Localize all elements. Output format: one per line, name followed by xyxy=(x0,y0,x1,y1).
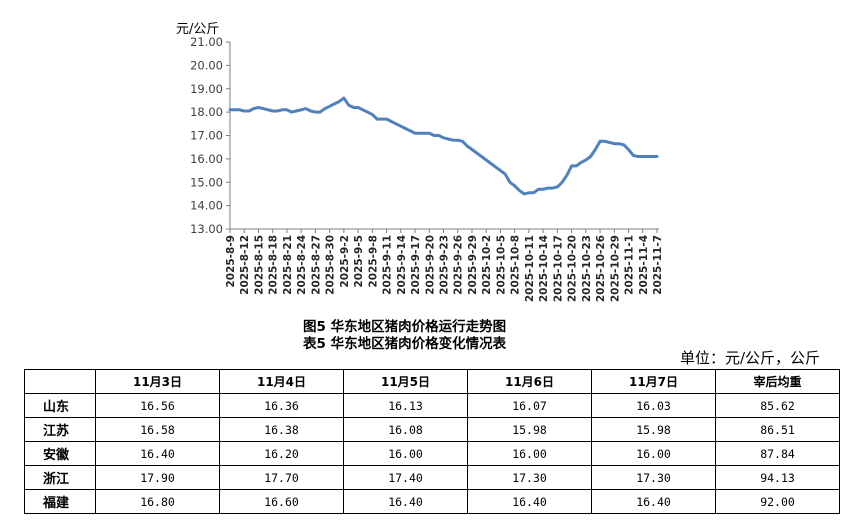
x-tick-label: 2025-9-14 xyxy=(396,235,408,295)
province-cell: 山东 xyxy=(24,393,96,418)
x-tick-label: 2025-11-7 xyxy=(652,235,664,295)
value-cell: 16.80 xyxy=(95,489,220,514)
x-tick-label: 2025-11-4 xyxy=(638,235,650,295)
table-row: 浙江 17.90 17.70 17.40 17.30 17.30 94.13 xyxy=(24,465,840,490)
header-cell-nov3: 11月3日 xyxy=(95,369,220,394)
value-cell: 16.58 xyxy=(95,417,220,442)
province-cell: 安徽 xyxy=(24,441,96,466)
value-cell: 16.20 xyxy=(219,441,344,466)
value-cell: 17.30 xyxy=(467,465,592,490)
value-cell: 16.40 xyxy=(95,441,220,466)
value-cell: 16.40 xyxy=(343,489,468,514)
x-tick-label: 2025-9-2 xyxy=(339,235,351,288)
value-cell: 16.36 xyxy=(219,393,344,418)
header-cell-blank xyxy=(24,369,96,394)
value-cell: 17.40 xyxy=(343,465,468,490)
y-tick-label: 19.00 xyxy=(190,82,223,96)
value-cell: 87.84 xyxy=(715,441,840,466)
x-tick-label: 2025-10-29 xyxy=(609,235,621,302)
x-tick-label: 2025-10-17 xyxy=(552,235,564,302)
price-trend-chart: 元/公斤 13.00 14.00 15.00 16.00 17.00 18.00 19.00 2… xyxy=(176,22,664,302)
x-tick-label: 2025-8-24 xyxy=(296,235,308,295)
value-cell: 94.13 xyxy=(715,465,840,490)
table-title: 表5 华东地区猪肉价格变化情况表 xyxy=(303,336,507,352)
x-tick-label: 2025-10-8 xyxy=(510,235,522,295)
header-cell-nov6: 11月6日 xyxy=(467,369,592,394)
value-cell: 16.60 xyxy=(219,489,344,514)
header-cell-nov4: 11月4日 xyxy=(219,369,344,394)
value-cell: 16.08 xyxy=(343,417,468,442)
y-tick-label: 21.00 xyxy=(190,35,223,49)
x-tick-label: 2025-8-27 xyxy=(310,235,322,295)
unit-note: 单位：元/公斤，公斤 xyxy=(679,349,820,367)
x-tick-label: 2025-10-5 xyxy=(495,235,507,295)
table-row: 山东 16.56 16.36 16.13 16.07 16.03 85.62 xyxy=(24,393,840,418)
y-tick-label: 17.00 xyxy=(190,129,223,143)
value-cell: 16.40 xyxy=(591,489,716,514)
value-cell: 17.70 xyxy=(219,465,344,490)
y-tick-label: 20.00 xyxy=(190,58,223,72)
x-tick-label: 2025-11-1 xyxy=(624,235,636,295)
x-tick-label: 2025-8-12 xyxy=(239,235,251,295)
x-tick-label: 2025-9-17 xyxy=(410,235,422,295)
x-tick-label: 2025-10-14 xyxy=(538,235,550,302)
x-tick-label: 2025-8-21 xyxy=(282,235,294,295)
value-cell: 16.13 xyxy=(343,393,468,418)
x-tick-label: 2025-9-20 xyxy=(424,235,436,295)
table-row: 江苏 16.58 16.38 16.08 15.98 15.98 86.51 xyxy=(24,417,840,442)
table-row: 安徽 16.40 16.20 16.00 16.00 16.00 87.84 xyxy=(24,441,840,466)
value-cell: 17.90 xyxy=(95,465,220,490)
x-tick-label: 2025-9-8 xyxy=(367,235,379,288)
x-tick-label: 2025-9-23 xyxy=(439,235,451,295)
value-cell: 92.00 xyxy=(715,489,840,514)
value-cell: 15.98 xyxy=(591,417,716,442)
table-row: 福建 16.80 16.60 16.40 16.40 16.40 92.00 xyxy=(24,489,840,514)
value-cell: 16.00 xyxy=(591,441,716,466)
x-tick-label: 2025-10-11 xyxy=(524,235,536,302)
y-tick-label: 16.00 xyxy=(190,152,223,166)
x-tick-label: 2025-10-26 xyxy=(595,235,607,302)
value-cell: 16.07 xyxy=(467,393,592,418)
header-cell-nov5: 11月5日 xyxy=(343,369,468,394)
value-cell: 16.38 xyxy=(219,417,344,442)
x-tick-label: 2025-8-30 xyxy=(325,235,337,295)
x-tick-label: 2025-9-5 xyxy=(353,235,365,288)
price-series-line xyxy=(228,96,659,196)
x-tick-label: 2025-8-18 xyxy=(268,235,280,295)
value-cell: 16.00 xyxy=(467,441,592,466)
table-header-row: 11月3日 11月4日 11月5日 11月6日 11月7日 宰后均重 xyxy=(24,369,840,394)
province-cell: 浙江 xyxy=(24,465,96,490)
value-cell: 16.03 xyxy=(591,393,716,418)
value-cell: 16.40 xyxy=(467,489,592,514)
x-tick-label: 2025-10-2 xyxy=(481,235,493,295)
value-cell: 85.62 xyxy=(715,393,840,418)
x-tick-label: 2025-9-29 xyxy=(467,235,479,295)
y-tick-label: 15.00 xyxy=(190,175,223,189)
y-axis-label: 元/公斤 xyxy=(176,22,219,37)
price-table: 11月3日 11月4日 11月5日 11月6日 11月7日 宰后均重 山东 16.… xyxy=(24,369,840,514)
y-tick-label: 18.00 xyxy=(190,105,223,119)
province-cell: 江苏 xyxy=(24,417,96,442)
chart-title: 图5 华东地区猪肉价格运行走势图 xyxy=(303,319,507,335)
value-cell: 16.00 xyxy=(343,441,468,466)
header-cell-nov7: 11月7日 xyxy=(591,369,716,394)
province-cell: 福建 xyxy=(24,489,96,514)
y-tick-label: 14.00 xyxy=(190,199,223,213)
value-cell: 15.98 xyxy=(467,417,592,442)
y-tick-label: 13.00 xyxy=(190,222,223,236)
x-tick-label: 2025-9-11 xyxy=(382,235,394,295)
value-cell: 16.56 xyxy=(95,393,220,418)
header-cell-avg-weight: 宰后均重 xyxy=(715,369,840,394)
x-tick-label: 2025-10-23 xyxy=(581,235,593,302)
x-tick-label: 2025-8-15 xyxy=(253,235,265,295)
x-tick-label: 2025-8-9 xyxy=(225,235,237,288)
value-cell: 86.51 xyxy=(715,417,840,442)
value-cell: 17.30 xyxy=(591,465,716,490)
x-tick-label: 2025-9-26 xyxy=(453,235,465,295)
x-tick-label: 2025-10-20 xyxy=(567,235,579,302)
